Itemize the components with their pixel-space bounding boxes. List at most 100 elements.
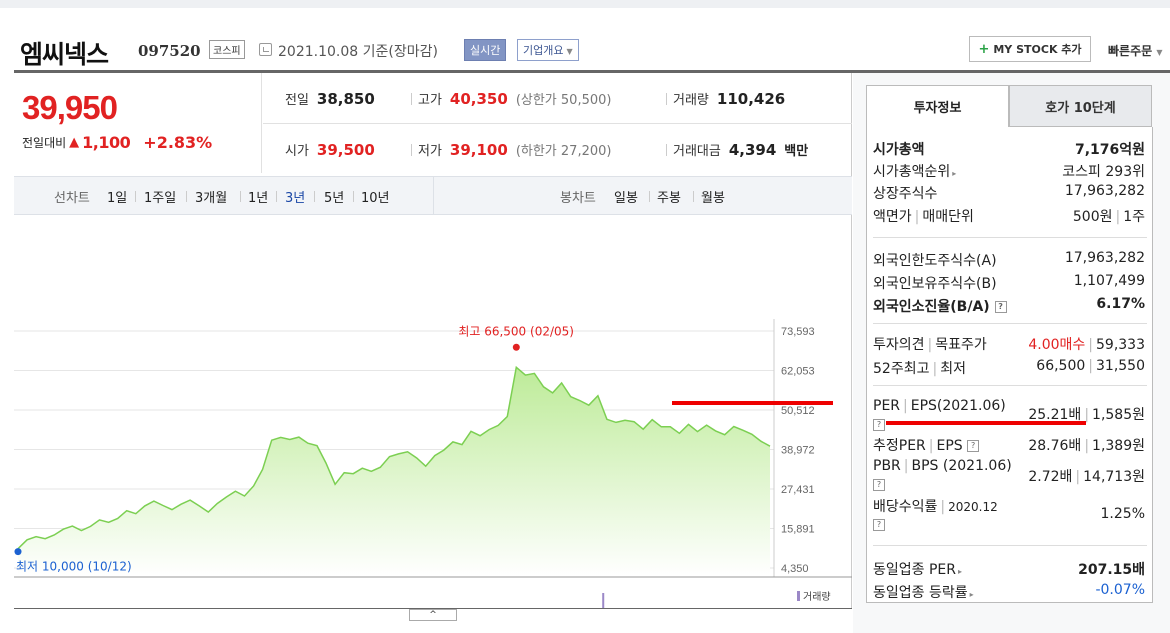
target-value: 59,333 — [1096, 337, 1145, 353]
candle-month[interactable]: 월봉 — [701, 191, 725, 206]
divider: | — [1084, 438, 1090, 454]
pbr-value: 2.72배 | 14,713원 — [1028, 466, 1145, 486]
shares-label: 상장주식수 — [873, 186, 938, 202]
period-1w[interactable]: 1주일 — [144, 191, 177, 206]
chart-panel: 39,950 전일대비 ▲ 1,100 +2.83% 전일 38,850 고가 40… — [14, 73, 852, 621]
divider: | — [1088, 337, 1093, 353]
bps-value: 14,713원 — [1083, 469, 1145, 485]
dividend-value: 1.25% — [1100, 506, 1145, 522]
up-triangle-icon: ▲ — [69, 135, 80, 150]
opinion-value: 4.00매수 | 59,333 — [1028, 334, 1145, 354]
min-marker — [14, 548, 22, 556]
separator — [666, 93, 667, 105]
period-1y[interactable]: 1년 — [248, 191, 269, 206]
volume: 거래량 110,426 — [673, 89, 785, 108]
caret-down-icon: ▼ — [566, 47, 573, 56]
change-label: 전일대비 — [22, 136, 67, 150]
foreign-limit-value: 17,963,282 — [1064, 250, 1145, 266]
date-text: 2021.10.08 기준(장마감) — [278, 44, 438, 60]
par-label-text: 액면가 — [873, 209, 912, 225]
industry-per-label: 동일업종 PER ▸ — [873, 559, 962, 579]
foreign-hold-label: 외국인보유주식수(B) — [873, 276, 997, 292]
prev-value: 38,850 — [316, 90, 375, 108]
stock-code: 097520 — [138, 42, 201, 60]
w52-low-value: 31,550 — [1096, 358, 1145, 374]
my-stock-add-button[interactable]: + MY STOCK 추가 — [969, 36, 1091, 62]
est-per-value: 28.76배 | 1,389원 — [1028, 435, 1145, 455]
valuation-section: PER | EPS(2021.06) 25.21배 | 1,585원 ? 추정PER | EP… — [873, 386, 1147, 546]
help-icon[interactable]: ? — [873, 479, 885, 491]
quick-order-label: 빠른주문 — [1108, 44, 1153, 58]
quick-order-button[interactable]: 빠른주문 ▼ — [1108, 42, 1163, 59]
open-label: 시가 — [285, 144, 309, 159]
realtime-button[interactable]: 실시간 — [464, 39, 507, 61]
y-tick-label: 38,972 — [781, 444, 815, 456]
red-annotation-line — [672, 401, 833, 405]
y-tick-label: 62,053 — [781, 365, 815, 377]
y-tick-label: 4,350 — [781, 563, 809, 575]
foreign-hold-value: 1,107,499 — [1073, 273, 1145, 289]
amount-label: 거래대금 — [673, 144, 721, 159]
help-icon[interactable]: ? — [873, 419, 885, 431]
rank-label-text: 시가총액순위 — [873, 164, 951, 180]
low-value: 39,100 — [449, 141, 508, 159]
period-divider — [433, 177, 434, 215]
arrow-right-icon: ▸ — [969, 590, 974, 599]
per-value-text: 25.21배 — [1028, 407, 1082, 423]
divider: | — [1084, 407, 1090, 423]
tab-orderbook[interactable]: 호가 10단계 — [1009, 85, 1152, 127]
industry-rate-value: -0.07% — [1095, 582, 1145, 598]
separator — [411, 144, 412, 156]
prev-label: 전일 — [285, 93, 309, 108]
market-cap-section: 시가총액 7,176억원 시가총액순위 ▸ 코스피 293위 상장주식수 17,963,… — [873, 127, 1147, 238]
red-annotation-line — [886, 421, 1086, 425]
divider: | — [1115, 209, 1121, 225]
period-3y[interactable]: 3년 — [285, 191, 306, 206]
separator — [240, 191, 241, 202]
candle-day[interactable]: 일봉 — [614, 191, 638, 206]
change-row: 전일대비 ▲ 1,100 +2.83% — [22, 133, 212, 152]
help-icon[interactable]: ? — [967, 440, 980, 452]
w52-high-value: 66,500 — [1036, 358, 1086, 374]
help-icon[interactable]: ? — [994, 301, 1007, 313]
low-price: 저가 39,100 (하한가 27,200) — [418, 140, 611, 159]
pbr-label: PBR | BPS (2021.06) — [873, 458, 1012, 474]
amount-value: 4,394 — [728, 141, 777, 159]
my-stock-label: MY STOCK 추가 — [993, 43, 1082, 56]
max-label: 최고 66,500 (02/05) — [458, 324, 574, 338]
est-per-label-text: 추정PER — [873, 438, 926, 454]
collapse-chart-button[interactable]: ^ — [409, 609, 457, 621]
candle-chart-label: 봉차트 — [560, 191, 596, 206]
rank-value: 코스피 293위 — [1062, 164, 1145, 180]
separator — [666, 144, 667, 156]
eps-label: EPS(2021.06) — [910, 398, 1006, 414]
bps-label: BPS (2021.06) — [911, 458, 1012, 474]
company-overview-button[interactable]: 기업개요 ▼ — [517, 39, 579, 61]
volume-bar — [602, 593, 605, 609]
period-10y[interactable]: 10년 — [361, 191, 390, 206]
period-3m[interactable]: 3개월 — [195, 191, 228, 206]
candle-week[interactable]: 주봉 — [657, 191, 681, 206]
trade-unit-label: 매매단위 — [922, 209, 974, 225]
volume-legend-swatch — [797, 591, 800, 601]
price-summary: 전일 38,850 고가 40,350 (상한가 50,500) 거래량 110,426… — [263, 73, 852, 173]
foreign-section: 외국인한도주식수(A) 17,963,282 외국인보유주식수(B) 1,107,4… — [873, 238, 1147, 324]
line-chart-label: 선차트 — [54, 191, 90, 206]
help-icon[interactable]: ? — [873, 519, 885, 531]
period-5y[interactable]: 5년 — [324, 191, 345, 206]
w52-label: 52주최고 | 최저 — [873, 358, 966, 378]
summary-row-1: 전일 38,850 고가 40,350 (상한가 50,500) 거래량 110,426 — [263, 73, 852, 123]
amount-unit: 백만 — [784, 144, 809, 159]
industry-per-label-text: 동일업종 PER — [873, 562, 956, 578]
caret-down-icon: ▼ — [1156, 48, 1163, 57]
company-overview-label: 기업개요 — [523, 44, 564, 57]
open-price: 시가 39,500 — [285, 140, 375, 159]
opinion-label: 투자의견 | 목표주가 — [873, 334, 987, 354]
w52-label-text: 52주최고 — [873, 361, 930, 377]
arrow-right-icon: ▸ — [952, 169, 957, 178]
plus-icon: + — [978, 41, 990, 57]
tab-invest-info[interactable]: 투자정보 — [866, 85, 1009, 127]
header-divider — [14, 70, 1170, 73]
investment-panel: 투자정보 호가 10단계 시가총액 7,176억원 시가총액순위 ▸ 코스피 293위… — [853, 73, 1170, 633]
period-1d[interactable]: 1일 — [107, 191, 128, 206]
